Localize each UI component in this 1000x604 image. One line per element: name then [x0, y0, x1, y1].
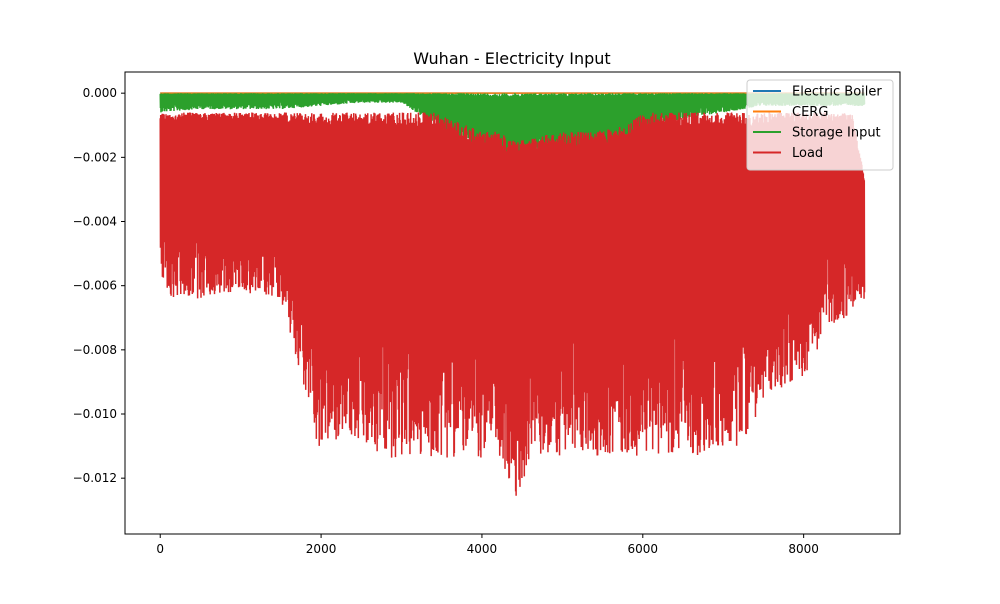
- legend-entry: Load: [753, 146, 823, 161]
- legend-label: CERG: [792, 105, 828, 120]
- legend-label: Storage Input: [792, 126, 881, 141]
- series-4: [159, 112, 866, 496]
- x-tick-label: 4000: [467, 542, 498, 556]
- y-tick-label: −0.010: [73, 407, 117, 421]
- x-tick-label: 8000: [788, 542, 819, 556]
- legend-label: Load: [792, 146, 823, 161]
- y-tick-label: −0.012: [73, 471, 117, 485]
- legend-entry: CERG: [753, 105, 828, 120]
- axes-frame: [124, 71, 901, 535]
- y-tick-label: −0.004: [73, 215, 117, 229]
- axes: 0 2000 4000 6000 8000 0.000 −0.002 −0.004 −0.006…: [73, 71, 901, 556]
- legend: Electric Boiler CERG Storage Input Load: [746, 79, 894, 171]
- legend-entry: Storage Input: [753, 126, 881, 141]
- legend-entry: Electric Boiler: [753, 85, 882, 100]
- y-tick-label: −0.006: [73, 279, 117, 293]
- chart-title: Wuhan - Electricity Input: [413, 49, 610, 68]
- y-tick-label: −0.002: [73, 150, 117, 164]
- y-tick-label: −0.008: [73, 343, 117, 357]
- x-tick-label: 6000: [628, 542, 659, 556]
- legend-box: [746, 79, 894, 171]
- x-tick-label: 0: [156, 542, 164, 556]
- x-tick-label: 2000: [306, 542, 337, 556]
- y-tick-label: 0.000: [83, 86, 117, 100]
- series-line-4: [159, 112, 866, 496]
- legend-label: Electric Boiler: [792, 85, 882, 100]
